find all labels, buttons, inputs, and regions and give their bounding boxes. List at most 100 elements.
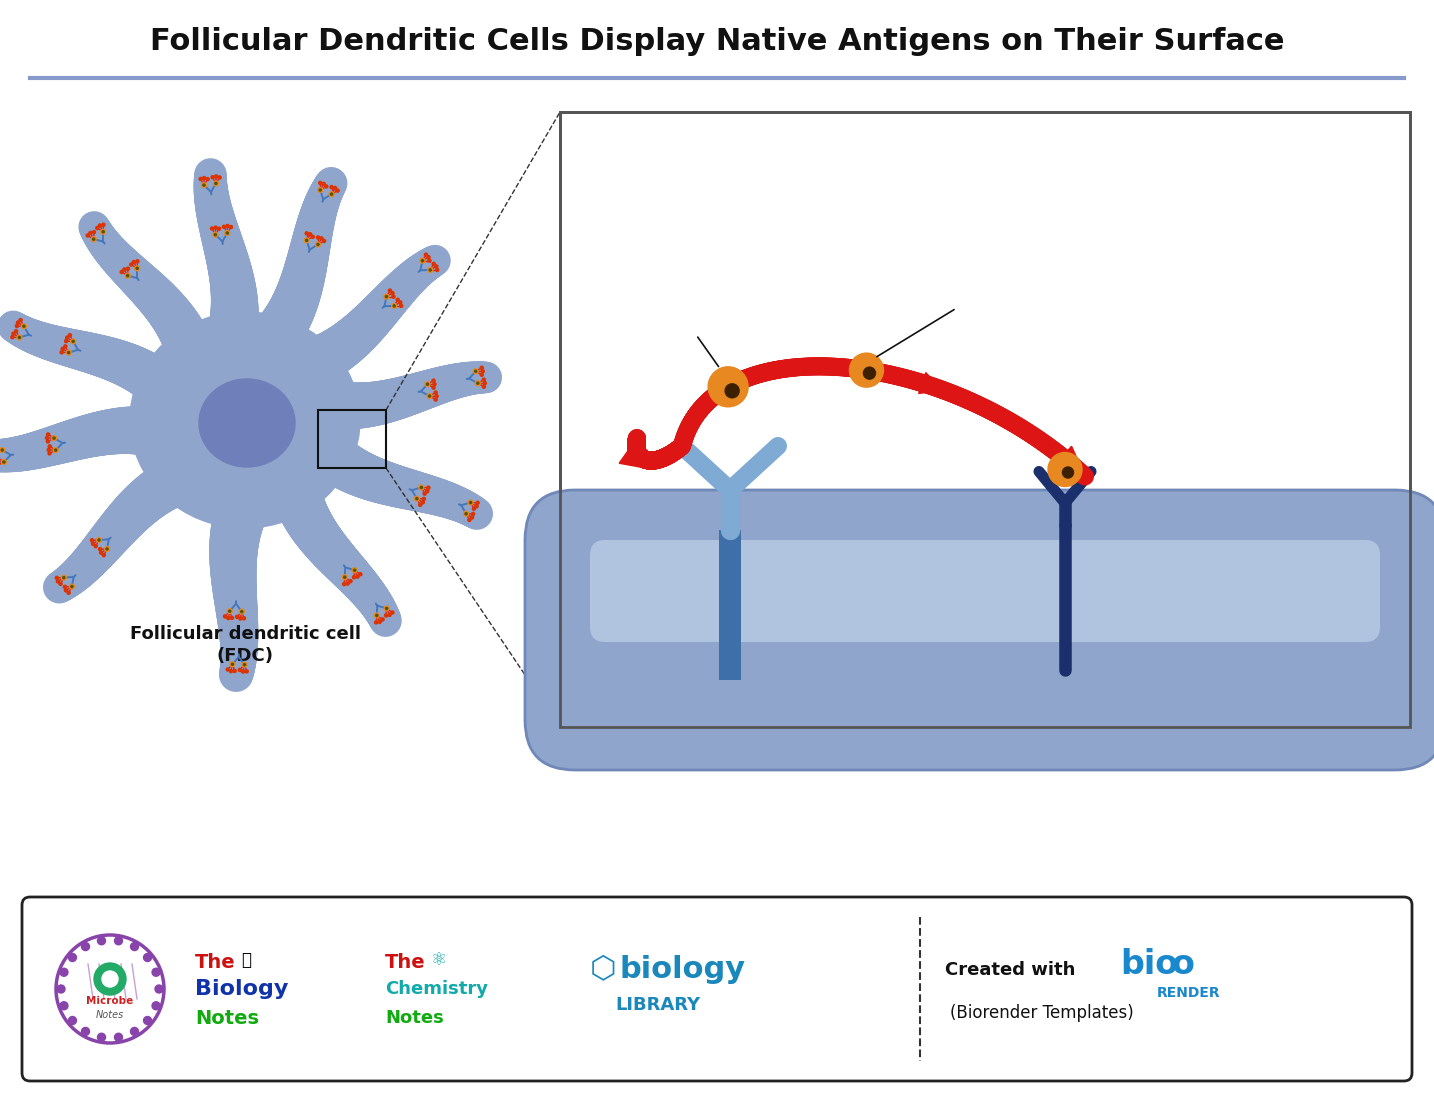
Circle shape [89,232,92,235]
Circle shape [324,184,328,188]
Circle shape [95,545,98,548]
Circle shape [155,985,163,993]
Circle shape [432,386,435,389]
Circle shape [23,325,24,327]
Circle shape [482,370,485,373]
Circle shape [427,268,433,272]
Circle shape [47,452,52,455]
Circle shape [224,615,227,618]
FancyBboxPatch shape [22,897,1412,1082]
Circle shape [56,576,59,580]
Circle shape [99,224,102,227]
Circle shape [11,333,14,335]
Circle shape [52,436,56,440]
Circle shape [318,181,321,184]
Circle shape [129,264,133,266]
Circle shape [19,318,22,322]
Circle shape [67,351,70,354]
Circle shape [143,1017,152,1024]
Circle shape [346,582,350,585]
Circle shape [227,232,228,234]
Circle shape [199,178,202,180]
FancyBboxPatch shape [525,490,1434,770]
Circle shape [228,610,231,613]
Circle shape [386,607,387,609]
Circle shape [419,485,424,490]
Circle shape [214,181,218,186]
Bar [561,112,1410,727]
Text: FᴄR: FᴄR [635,591,675,609]
Circle shape [11,336,14,339]
Circle shape [60,350,63,354]
Circle shape [358,573,361,575]
Circle shape [215,182,217,184]
Circle shape [57,985,65,993]
Circle shape [482,378,485,381]
Circle shape [211,227,214,229]
Circle shape [56,580,59,583]
Circle shape [414,496,419,501]
Circle shape [435,265,437,268]
Text: Biology: Biology [195,979,288,999]
Circle shape [102,553,105,557]
Circle shape [62,575,66,580]
Circle shape [100,229,106,234]
Circle shape [304,238,310,243]
Circle shape [470,516,473,519]
Circle shape [234,670,237,672]
Circle shape [63,576,65,579]
Circle shape [82,942,89,951]
Circle shape [315,242,320,247]
Circle shape [1063,467,1074,478]
Circle shape [69,953,76,962]
Polygon shape [919,372,944,393]
Circle shape [53,448,59,452]
Text: 🧬: 🧬 [241,951,251,970]
Circle shape [305,232,308,235]
Circle shape [152,1001,161,1010]
Circle shape [231,616,234,619]
Circle shape [70,585,73,587]
Circle shape [472,513,475,516]
Circle shape [465,513,467,515]
Circle shape [391,292,394,294]
Circle shape [227,224,229,227]
Circle shape [423,492,426,495]
Circle shape [215,175,218,178]
Circle shape [47,448,50,451]
Circle shape [227,617,229,619]
Circle shape [343,583,346,585]
Circle shape [344,576,346,579]
Circle shape [426,490,429,493]
Circle shape [242,617,245,620]
Circle shape [427,486,430,490]
Circle shape [212,232,218,237]
Circle shape [396,299,399,301]
Circle shape [483,382,486,384]
Circle shape [311,235,314,238]
Circle shape [356,575,358,579]
Circle shape [435,397,437,401]
Circle shape [463,512,469,516]
Circle shape [54,449,57,451]
Text: Notes: Notes [384,1009,443,1027]
Circle shape [400,304,403,307]
Circle shape [427,259,432,262]
Circle shape [65,339,67,343]
Ellipse shape [199,379,295,467]
Circle shape [384,614,387,617]
Circle shape [432,379,435,382]
Circle shape [53,437,54,439]
Polygon shape [1053,446,1086,477]
Circle shape [214,234,217,236]
Circle shape [384,294,389,299]
Circle shape [90,539,93,541]
Circle shape [245,670,248,673]
Circle shape [225,231,229,235]
Circle shape [244,663,245,665]
Circle shape [99,548,102,551]
Circle shape [436,268,439,271]
Circle shape [472,507,476,511]
Circle shape [320,189,321,191]
Polygon shape [619,438,645,468]
